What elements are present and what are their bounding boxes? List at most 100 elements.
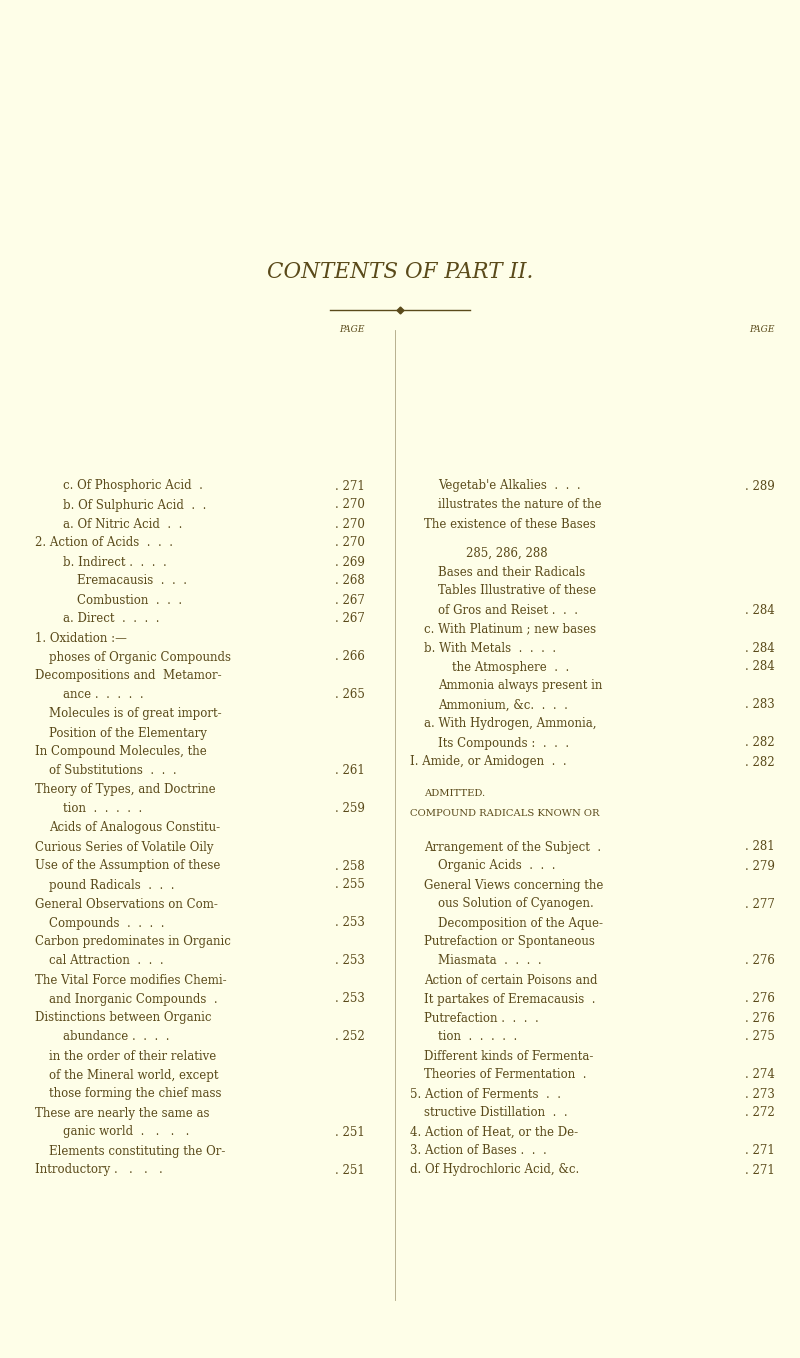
Text: Acids of Analogous Constitu-: Acids of Analogous Constitu- [49, 822, 220, 835]
Text: Combustion  .  .  .: Combustion . . . [77, 593, 182, 607]
Text: Curious Series of Volatile Oily: Curious Series of Volatile Oily [35, 841, 214, 853]
Text: . 261: . 261 [335, 765, 365, 778]
Text: c. Of Phosphoric Acid  .: c. Of Phosphoric Acid . [63, 479, 203, 493]
Text: Decompositions and  Metamor-: Decompositions and Metamor- [35, 669, 222, 683]
Text: . 265: . 265 [335, 689, 365, 702]
Text: ADMITTED.: ADMITTED. [424, 789, 485, 797]
Text: Eremacausis  .  .  .: Eremacausis . . . [77, 574, 187, 588]
Text: CONTENTS OF PART II.: CONTENTS OF PART II. [267, 261, 533, 282]
Text: tion  .  .  .  .  .: tion . . . . . [63, 803, 142, 816]
Text: These are nearly the same as: These are nearly the same as [35, 1107, 210, 1119]
Text: The Vital Force modifies Chemi-: The Vital Force modifies Chemi- [35, 974, 226, 986]
Text: Bases and their Radicals: Bases and their Radicals [438, 565, 586, 579]
Text: . 259: . 259 [335, 803, 365, 816]
Text: in the order of their relative: in the order of their relative [49, 1050, 216, 1062]
Text: . 268: . 268 [335, 574, 365, 588]
Text: those forming the chief mass: those forming the chief mass [49, 1088, 222, 1100]
Text: Tables Illustrative of these: Tables Illustrative of these [438, 584, 596, 598]
Text: It partakes of Eremacausis  .: It partakes of Eremacausis . [424, 993, 595, 1005]
Text: . 289: . 289 [746, 479, 775, 493]
Text: . 251: . 251 [335, 1164, 365, 1176]
Text: . 253: . 253 [335, 917, 365, 929]
Text: a. With Hydrogen, Ammonia,: a. With Hydrogen, Ammonia, [424, 717, 597, 731]
Text: . 270: . 270 [335, 498, 365, 512]
Text: 1. Oxidation :—: 1. Oxidation :— [35, 631, 127, 645]
Text: phoses of Organic Compounds: phoses of Organic Compounds [49, 650, 231, 664]
Text: . 283: . 283 [746, 698, 775, 712]
Text: . 266: . 266 [335, 650, 365, 664]
Text: . 281: . 281 [746, 841, 775, 853]
Text: 285, 286, 288: 285, 286, 288 [466, 546, 548, 559]
Text: . 267: . 267 [335, 612, 365, 626]
Text: c. With Platinum ; new bases: c. With Platinum ; new bases [424, 622, 596, 636]
Text: Carbon predominates in Organic: Carbon predominates in Organic [35, 936, 231, 948]
Text: Theory of Types, and Doctrine: Theory of Types, and Doctrine [35, 784, 216, 797]
Text: Different kinds of Fermenta-: Different kinds of Fermenta- [424, 1050, 594, 1062]
Text: Arrangement of the Subject  .: Arrangement of the Subject . [424, 841, 601, 853]
Text: Position of the Elementary: Position of the Elementary [49, 727, 207, 740]
Text: . 270: . 270 [335, 517, 365, 531]
Text: . 276: . 276 [745, 993, 775, 1005]
Text: . 279: . 279 [745, 860, 775, 872]
Text: ous Solution of Cyanogen.: ous Solution of Cyanogen. [438, 898, 594, 910]
Text: Vegetab'e Alkalies  .  .  .: Vegetab'e Alkalies . . . [438, 479, 581, 493]
Text: . 258: . 258 [335, 860, 365, 872]
Text: of the Mineral world, except: of the Mineral world, except [49, 1069, 218, 1081]
Text: and Inorganic Compounds  .: and Inorganic Compounds . [49, 993, 218, 1005]
Text: ganic world  .   .   .   .: ganic world . . . . [63, 1126, 190, 1138]
Text: . 252: . 252 [335, 1031, 365, 1043]
Text: Theories of Fermentation  .: Theories of Fermentation . [424, 1069, 586, 1081]
Text: . 255: . 255 [335, 879, 365, 891]
Text: . 284: . 284 [746, 603, 775, 617]
Text: . 277: . 277 [745, 898, 775, 910]
Text: . 276: . 276 [745, 1012, 775, 1024]
Text: Decomposition of the Aque-: Decomposition of the Aque- [438, 917, 603, 929]
Text: b. Indirect .  .  .  .: b. Indirect . . . . [63, 555, 166, 569]
Text: . 269: . 269 [335, 555, 365, 569]
Text: abundance .  .  .  .: abundance . . . . [63, 1031, 170, 1043]
Text: a. Direct  .  .  .  .: a. Direct . . . . [63, 612, 159, 626]
Text: illustrates the nature of the: illustrates the nature of the [438, 498, 602, 512]
Text: . 271: . 271 [746, 1164, 775, 1176]
Text: . 251: . 251 [335, 1126, 365, 1138]
Text: PAGE: PAGE [339, 326, 365, 334]
Text: d. Of Hydrochloric Acid, &c.: d. Of Hydrochloric Acid, &c. [410, 1164, 579, 1176]
Text: tion  .  .  .  .  .: tion . . . . . [438, 1031, 518, 1043]
Text: In Compound Molecules, the: In Compound Molecules, the [35, 746, 206, 759]
Text: structive Distillation  .  .: structive Distillation . . [424, 1107, 568, 1119]
Text: . 253: . 253 [335, 993, 365, 1005]
Text: COMPOUND RADICALS KNOWN OR: COMPOUND RADICALS KNOWN OR [410, 808, 599, 818]
Text: . 282: . 282 [746, 736, 775, 750]
Text: . 284: . 284 [746, 660, 775, 674]
Text: . 270: . 270 [335, 536, 365, 550]
Text: Distinctions between Organic: Distinctions between Organic [35, 1012, 211, 1024]
Text: Ammonium, &c.  .  .  .: Ammonium, &c. . . . [438, 698, 568, 712]
Text: b. With Metals  .  .  .  .: b. With Metals . . . . [424, 641, 556, 655]
Text: b. Of Sulphuric Acid  .  .: b. Of Sulphuric Acid . . [63, 498, 206, 512]
Text: . 253: . 253 [335, 955, 365, 967]
Text: Ammonia always present in: Ammonia always present in [438, 679, 602, 693]
Text: . 275: . 275 [745, 1031, 775, 1043]
Text: cal Attraction  .  .  .: cal Attraction . . . [49, 955, 164, 967]
Text: of Gros and Reiset .  .  .: of Gros and Reiset . . . [438, 603, 578, 617]
Text: Elements constituting the Or-: Elements constituting the Or- [49, 1145, 226, 1157]
Text: Action of certain Poisons and: Action of certain Poisons and [424, 974, 598, 986]
Text: of Substitutions  .  .  .: of Substitutions . . . [49, 765, 177, 778]
Text: the Atmosphere  .  .: the Atmosphere . . [452, 660, 570, 674]
Text: Molecules is of great import-: Molecules is of great import- [49, 708, 222, 721]
Text: 2. Action of Acids  .  .  .: 2. Action of Acids . . . [35, 536, 173, 550]
Text: Putrefaction or Spontaneous: Putrefaction or Spontaneous [424, 936, 595, 948]
Text: Putrefaction .  .  .  .: Putrefaction . . . . [424, 1012, 538, 1024]
Text: Compounds  .  .  .  .: Compounds . . . . [49, 917, 165, 929]
Text: General Views concerning the: General Views concerning the [424, 879, 603, 891]
Text: The existence of these Bases: The existence of these Bases [424, 517, 596, 531]
Text: 4. Action of Heat, or the De-: 4. Action of Heat, or the De- [410, 1126, 578, 1138]
Text: Use of the Assumption of these: Use of the Assumption of these [35, 860, 220, 872]
Text: . 284: . 284 [746, 641, 775, 655]
Text: . 272: . 272 [746, 1107, 775, 1119]
Text: . 271: . 271 [746, 1145, 775, 1157]
Text: PAGE: PAGE [750, 326, 775, 334]
Text: 5. Action of Ferments  .  .: 5. Action of Ferments . . [410, 1088, 561, 1100]
Text: . 282: . 282 [746, 755, 775, 769]
Text: . 271: . 271 [335, 479, 365, 493]
